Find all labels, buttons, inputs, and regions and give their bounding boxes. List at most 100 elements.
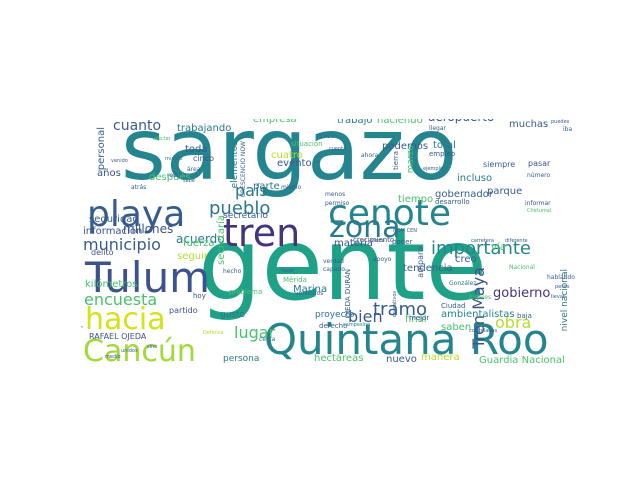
word-nom: NOM CEN bbox=[393, 228, 417, 234]
word-evento: evento bbox=[277, 158, 312, 169]
word-partido: partido bbox=[169, 306, 198, 315]
word-baja: baja bbox=[517, 312, 532, 320]
word-cuenta: cuenta bbox=[329, 146, 347, 152]
word-tren: tren bbox=[223, 211, 301, 255]
word-hectareas: hectáreas bbox=[314, 353, 364, 364]
word-persona: persona bbox=[223, 354, 260, 364]
word-materia: materia bbox=[334, 238, 373, 249]
word-empresa: empresa bbox=[253, 119, 297, 125]
word-derecho: derecho bbox=[319, 322, 348, 330]
word-rafael-ojeda: RAFAEL OJEDA bbox=[89, 332, 147, 341]
word-pueblo: pueblo bbox=[209, 198, 271, 219]
word-ojeda-duran: OJEDA DURÁN bbox=[344, 269, 352, 319]
word-hacia: hacia bbox=[85, 302, 166, 337]
word-chetumal: Chetumal bbox=[527, 208, 552, 214]
word-atras: atrás bbox=[131, 184, 147, 191]
word-tulum: Tulum bbox=[85, 253, 211, 302]
word-robo: robo bbox=[167, 172, 181, 179]
word-problema: problema bbox=[229, 288, 263, 296]
word-cenote: cenote bbox=[328, 193, 452, 234]
word-hecho: hecho bbox=[223, 268, 242, 275]
word-pesos: pesos bbox=[555, 284, 570, 290]
word-merida: Mérida bbox=[283, 276, 307, 284]
word-informar: informar bbox=[525, 200, 551, 207]
word-manera: manera bbox=[421, 352, 460, 363]
word-tierra: tierra bbox=[392, 151, 400, 170]
word-cancun: Cancún bbox=[83, 334, 196, 367]
word-marzo: marzo bbox=[406, 145, 416, 174]
word-verdad: verdad bbox=[323, 258, 344, 265]
word-amparo: amparo bbox=[416, 247, 425, 278]
word-sino: sino bbox=[147, 344, 158, 350]
word-puedes: puedes bbox=[551, 119, 570, 125]
word-playa: playa bbox=[87, 194, 186, 235]
word-siempre: siempre bbox=[483, 160, 516, 169]
word-quintana-roo: Quintana Roo bbox=[264, 315, 549, 364]
word-gobernador: gobernador bbox=[435, 189, 493, 200]
word-viene: viene bbox=[371, 238, 385, 244]
word-encuesta: encuesta bbox=[84, 290, 158, 309]
word-kilometros: kilómetros bbox=[85, 279, 138, 290]
word-parque: parque bbox=[487, 186, 523, 197]
word-venido: venido bbox=[111, 158, 128, 164]
word-informacion: información bbox=[83, 226, 143, 237]
word-tramo: tramo bbox=[373, 299, 428, 320]
word-benito-juarez: Benito Juárez bbox=[81, 309, 83, 349]
word-nacional: Nacional bbox=[509, 264, 535, 271]
word-gonzalez: González bbox=[449, 280, 477, 287]
word-trabajo: trabajo bbox=[337, 119, 373, 126]
word-aeropuerto: aeropuerto bbox=[428, 119, 494, 123]
word-crecimiento: crecimiento bbox=[353, 236, 395, 244]
word-personal: personal bbox=[96, 127, 107, 171]
word-diferente: diferente bbox=[505, 238, 528, 244]
word-hablando: hablando bbox=[547, 274, 575, 281]
word-lugar: lugar bbox=[234, 323, 276, 342]
word-zona: zona bbox=[329, 210, 401, 245]
word-total: total bbox=[433, 140, 456, 151]
word-defensa: Defensa bbox=[203, 330, 224, 336]
word-ejemplo: ejemplo bbox=[423, 166, 444, 172]
word-seguir: seguir bbox=[177, 251, 208, 262]
word-apoyo: apoyo bbox=[373, 256, 392, 263]
word-mejor: mejor bbox=[409, 314, 430, 322]
word-afectar: afectar bbox=[153, 136, 171, 142]
word-llegar: llegar bbox=[429, 125, 446, 132]
word-empleo: empleo bbox=[429, 150, 456, 158]
word-desarrollo: desarrollo bbox=[435, 198, 470, 206]
word-delito: delito bbox=[91, 248, 114, 257]
word-parte: parte bbox=[253, 181, 280, 192]
word-anos: años bbox=[97, 168, 121, 179]
word-gobierno: gobierno bbox=[493, 286, 551, 301]
word-ahora: ahora bbox=[361, 152, 379, 159]
word-incluso: incluso bbox=[457, 173, 493, 184]
word-municipio: municipio bbox=[83, 235, 161, 254]
word-saben: saben bbox=[441, 322, 472, 333]
word-crescencio-now: CRESCENCIO NOW bbox=[240, 141, 247, 198]
word-importante: importante bbox=[431, 238, 532, 259]
word-area: área bbox=[187, 166, 201, 173]
word-fuerza: fuerza bbox=[183, 238, 215, 249]
word-acuerdo: acuerdo bbox=[176, 232, 225, 246]
word-sabe: sabe bbox=[183, 178, 195, 184]
word-carretera: carretera bbox=[471, 238, 494, 244]
word-via: vía bbox=[491, 242, 506, 253]
word-despues: después bbox=[149, 172, 191, 183]
word-ambientalistas: ambientalistas bbox=[441, 309, 515, 320]
word-cuanto: cuanto bbox=[113, 119, 162, 134]
word-llevar: llevar bbox=[551, 294, 565, 300]
word-proyecto: proyecto bbox=[315, 310, 355, 320]
word-cloud: sargazo gente Quintana Roo Tulum playa c… bbox=[81, 119, 578, 367]
word-iba: iba bbox=[563, 126, 573, 133]
word-guardia-nacional: Guardia Nacional bbox=[479, 355, 565, 366]
word-favor: favor bbox=[281, 268, 294, 274]
word-tendencia: tendencia bbox=[403, 263, 453, 274]
word-bien: bien bbox=[348, 307, 383, 326]
word-seguridad: seguridad bbox=[89, 214, 139, 225]
word-ciudad: Ciudad bbox=[441, 302, 466, 310]
word-secretario: secretario bbox=[223, 211, 268, 221]
word-toda: toda bbox=[185, 144, 208, 155]
word-cosa: cosa bbox=[319, 132, 336, 140]
word-obra: obra bbox=[495, 313, 532, 332]
word-situacion: situación bbox=[291, 140, 323, 148]
word-mundo: mundo bbox=[165, 156, 183, 162]
